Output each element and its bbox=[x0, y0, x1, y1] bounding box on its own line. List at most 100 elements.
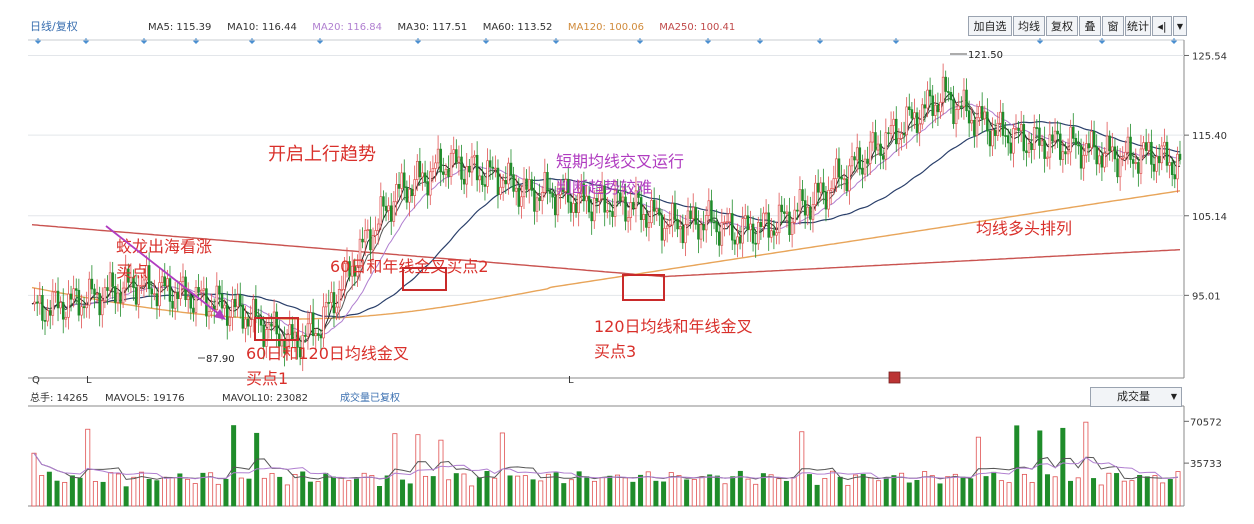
volume-bar bbox=[975, 436, 981, 507]
candle bbox=[738, 226, 742, 250]
volume-bar bbox=[714, 475, 720, 507]
candle bbox=[603, 179, 606, 227]
chevron-down-icon[interactable]: ▼ bbox=[1173, 16, 1187, 36]
volume-bar bbox=[591, 480, 597, 507]
candle bbox=[98, 286, 101, 327]
candle bbox=[402, 159, 406, 201]
add-watchlist-button[interactable]: 加自选 bbox=[968, 16, 1012, 36]
candle bbox=[1092, 120, 1096, 160]
candle bbox=[457, 145, 461, 176]
volume-bar bbox=[722, 483, 728, 507]
candle bbox=[470, 142, 474, 186]
candle bbox=[1082, 141, 1085, 181]
candle bbox=[179, 272, 182, 306]
candle bbox=[173, 281, 177, 320]
candle bbox=[444, 163, 448, 187]
volume-bar bbox=[653, 480, 659, 507]
volume-bar bbox=[484, 471, 490, 507]
candle bbox=[569, 196, 573, 222]
ma-legend: MA5: 115.39 MA10: 116.44 MA20: 116.84 MA30:… bbox=[148, 22, 735, 33]
candle bbox=[606, 196, 609, 219]
volume-bar bbox=[507, 475, 513, 507]
event-marker[interactable] bbox=[888, 371, 901, 384]
candle bbox=[619, 180, 622, 207]
candle bbox=[397, 172, 401, 198]
volume-bar bbox=[922, 471, 928, 507]
candle bbox=[871, 121, 875, 152]
period-label[interactable]: 日线/复权 bbox=[30, 19, 78, 33]
candle bbox=[410, 184, 414, 203]
candle bbox=[660, 209, 664, 254]
candle bbox=[520, 185, 523, 219]
candle bbox=[863, 149, 867, 182]
volume-bar bbox=[630, 481, 636, 507]
volume-bar bbox=[215, 483, 221, 507]
volume-bar bbox=[998, 480, 1004, 507]
volume-bar bbox=[791, 477, 797, 507]
volume-bar bbox=[668, 472, 674, 507]
volume-bar bbox=[1106, 472, 1112, 507]
candle bbox=[514, 175, 518, 206]
candle bbox=[533, 176, 536, 225]
candle bbox=[51, 279, 55, 326]
volume-bar bbox=[806, 474, 812, 507]
candle bbox=[408, 175, 411, 217]
ma-button[interactable]: 均线 bbox=[1013, 16, 1045, 36]
candle bbox=[382, 190, 385, 220]
candle bbox=[418, 147, 422, 187]
candle bbox=[335, 294, 338, 321]
candle bbox=[416, 154, 419, 192]
candle bbox=[314, 328, 318, 350]
adjust-button[interactable]: 复权 bbox=[1046, 16, 1078, 36]
candle bbox=[590, 198, 593, 235]
overlay-button[interactable]: 叠 bbox=[1079, 16, 1101, 36]
low-label: 87.90 bbox=[206, 354, 235, 365]
buy-point-3-box bbox=[622, 274, 665, 301]
annotation-dragon-1: 蛟龙出海看涨 bbox=[116, 237, 212, 256]
candle bbox=[1144, 128, 1148, 165]
volume-bar bbox=[1075, 477, 1081, 507]
candle bbox=[866, 146, 869, 177]
candle bbox=[496, 159, 500, 209]
candle bbox=[153, 279, 156, 301]
candle bbox=[999, 99, 1002, 138]
candle bbox=[244, 305, 247, 343]
volume-bar bbox=[568, 479, 574, 507]
prev-icon[interactable]: ◂| bbox=[1152, 16, 1172, 36]
candle bbox=[449, 145, 453, 185]
volume-bar bbox=[960, 476, 966, 507]
volume-bar bbox=[853, 474, 859, 507]
volume-bar bbox=[400, 479, 406, 507]
candle bbox=[225, 291, 229, 340]
candle bbox=[835, 148, 838, 192]
candle bbox=[853, 151, 856, 172]
candle bbox=[952, 85, 955, 129]
candle bbox=[54, 282, 57, 303]
candle bbox=[468, 158, 471, 178]
volume-type-select[interactable]: 成交量 ▼ bbox=[1090, 387, 1182, 407]
candle bbox=[824, 186, 828, 222]
candle bbox=[387, 197, 390, 221]
candle bbox=[965, 78, 968, 118]
candle bbox=[429, 161, 432, 206]
candle bbox=[436, 135, 440, 170]
volume-bar bbox=[261, 477, 267, 507]
candle bbox=[1017, 121, 1020, 144]
volume-bar bbox=[783, 480, 789, 507]
candle bbox=[233, 288, 237, 318]
candle bbox=[319, 328, 323, 352]
volume-bar bbox=[883, 478, 889, 507]
window-button[interactable]: 窗 bbox=[1102, 16, 1124, 36]
candle bbox=[762, 206, 765, 238]
candle bbox=[481, 162, 484, 192]
candle bbox=[587, 186, 591, 219]
volume-bar bbox=[699, 476, 705, 507]
volume-bar bbox=[39, 475, 45, 507]
candle bbox=[111, 261, 114, 300]
candle bbox=[455, 139, 458, 169]
volume-bar bbox=[561, 483, 567, 507]
candle bbox=[1035, 119, 1039, 139]
stats-button[interactable]: 统计 bbox=[1125, 16, 1151, 36]
volume-bar bbox=[1121, 480, 1127, 507]
